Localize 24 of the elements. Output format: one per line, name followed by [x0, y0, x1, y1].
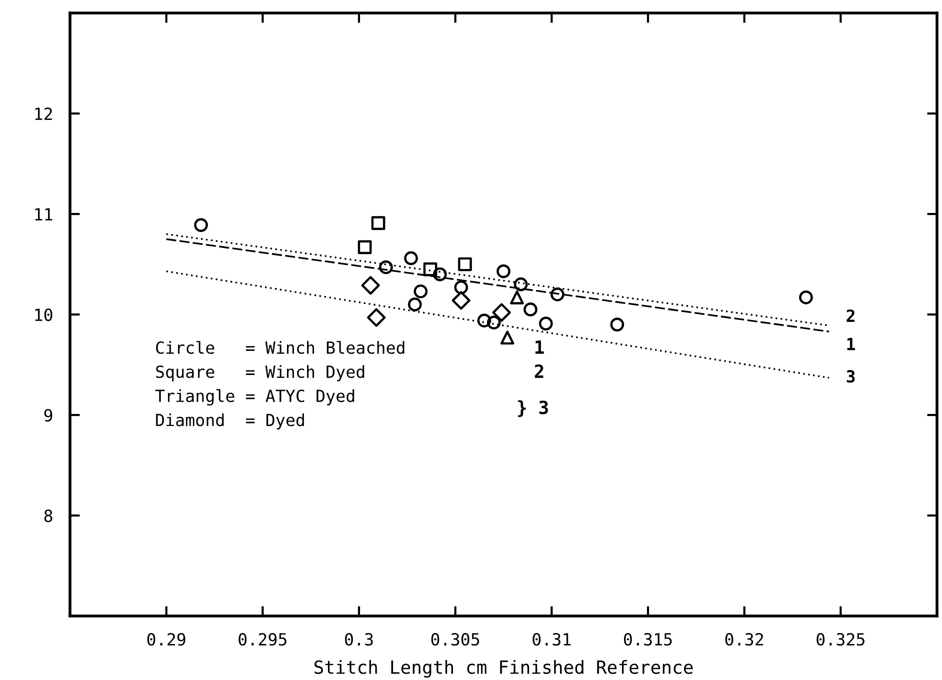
- annotation: 2: [534, 364, 544, 378]
- annotation: Diamond = Dyed: [156, 413, 304, 430]
- annotation: Triangle = ATYC Dyed: [155, 389, 354, 406]
- x-tick-label: 0.325: [816, 633, 864, 646]
- x-tick-label: 0.305: [431, 633, 480, 646]
- x-tick-label: 0.32: [725, 633, 763, 646]
- annotation: Square = Winch Dyed: [156, 365, 364, 382]
- x-tick-label: 0.295: [238, 633, 286, 646]
- x-tick-label: 0.31: [532, 633, 571, 646]
- x-tick-label: 0.3: [345, 633, 373, 646]
- y-tick-label: 12: [35, 108, 52, 120]
- series-label: 3: [846, 370, 855, 383]
- y-tick-label: 9: [44, 409, 52, 422]
- x-tick-label: 0.315: [624, 633, 672, 646]
- y-tick-label: 10: [35, 308, 52, 322]
- y-tick-label: 11: [35, 208, 52, 220]
- x-tick-label: 0.29: [147, 633, 186, 646]
- series-label: 2: [846, 309, 854, 322]
- annotation: } 3: [518, 400, 548, 417]
- series-label: 1: [847, 338, 856, 350]
- y-tick-label: 8: [44, 510, 52, 522]
- annotation: 1: [536, 340, 544, 354]
- annotation: Circle = Winch Bleached: [156, 340, 404, 354]
- x-axis-title: Stitch Length cm Finished Reference: [314, 660, 693, 678]
